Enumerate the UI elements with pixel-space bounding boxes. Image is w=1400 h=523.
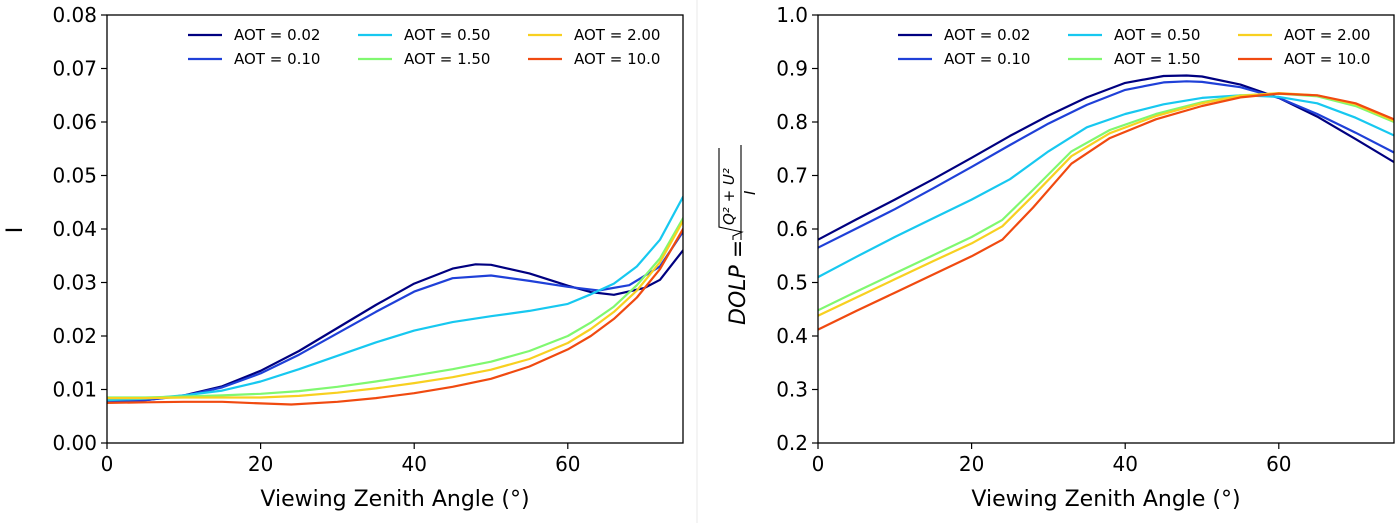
series-line-1 bbox=[818, 74, 1394, 241]
y-tick-label: 0.02 bbox=[52, 324, 97, 348]
y-tick-label: 0.5 bbox=[776, 271, 808, 295]
series-line-3 bbox=[107, 195, 683, 402]
series-line-6 bbox=[818, 92, 1394, 331]
x-tick-label: 0 bbox=[101, 452, 114, 476]
y-tick-label: 0.00 bbox=[52, 431, 97, 455]
legend-label: AOT = 0.10 bbox=[944, 50, 1030, 68]
legend-label: AOT = 0.02 bbox=[234, 26, 320, 44]
y-tick-label: 0.01 bbox=[52, 378, 97, 402]
legend-label: AOT = 2.00 bbox=[574, 26, 660, 44]
series-line-6 bbox=[107, 227, 683, 406]
y-tick-label: 0.08 bbox=[52, 3, 97, 27]
x-tick-label: 20 bbox=[248, 452, 273, 476]
legend: AOT = 0.02 AOT = 0.10 AOT = 0.50 AOT = 1.50… bbox=[898, 26, 1370, 68]
fraction-numerator: Q² + U² bbox=[720, 168, 738, 225]
y-tick-label: 0.8 bbox=[776, 110, 808, 134]
legend: AOT = 0.02 AOT = 0.10 AOT = 0.50 AOT = 1.50… bbox=[188, 26, 660, 68]
x-tick-label: 40 bbox=[401, 452, 426, 476]
y-tick-label: 0.3 bbox=[776, 378, 808, 402]
y-tick-label: 0.04 bbox=[52, 217, 97, 241]
legend-label: AOT = 10.0 bbox=[1284, 50, 1370, 68]
y-tick-label: 0.6 bbox=[776, 217, 808, 241]
legend-label: AOT = 0.50 bbox=[404, 26, 490, 44]
legend-label: AOT = 1.50 bbox=[1114, 50, 1200, 68]
series-line-3 bbox=[818, 94, 1394, 279]
dolp-label-text: DOLP = bbox=[726, 240, 751, 325]
series-line-4 bbox=[107, 217, 683, 399]
y-tick-label: 1.0 bbox=[776, 3, 808, 27]
y-tick-label: 0.4 bbox=[776, 324, 808, 348]
x-tick-label: 0 bbox=[812, 452, 825, 476]
y-tick-label: 0.06 bbox=[52, 110, 97, 134]
legend-label: AOT = 0.10 bbox=[234, 50, 320, 68]
y-tick-label: 0.9 bbox=[776, 57, 808, 81]
y-axis-label: I bbox=[3, 227, 28, 234]
legend-label: AOT = 2.00 bbox=[1284, 26, 1370, 44]
legend-label: AOT = 10.0 bbox=[574, 50, 660, 68]
dolp-fraction: Q² + U² I bbox=[718, 145, 759, 240]
intensity-plot: I Viewing Zenith Angle (°) 0.00 0.01 0.02 0… bbox=[3, 3, 684, 512]
series-line-4 bbox=[818, 92, 1394, 312]
x-axis-label: Viewing Zenith Angle (°) bbox=[971, 487, 1240, 512]
y-tick-label: 0.05 bbox=[52, 164, 97, 188]
y-tick-label: 0.07 bbox=[52, 57, 97, 81]
series-line-2 bbox=[107, 230, 683, 403]
legend-label: AOT = 0.50 bbox=[1114, 26, 1200, 44]
sqrt-icon bbox=[718, 148, 744, 240]
y-tick-label: 0.2 bbox=[776, 431, 808, 455]
y-axis-label: DOLP = Q² + U² I bbox=[718, 145, 759, 325]
x-tick-label: 60 bbox=[555, 452, 580, 476]
legend-label: AOT = 1.50 bbox=[404, 50, 490, 68]
plot-frame bbox=[817, 14, 1395, 444]
x-axis-label: Viewing Zenith Angle (°) bbox=[260, 487, 529, 512]
x-tick-label: 60 bbox=[1266, 452, 1291, 476]
series-line-2 bbox=[818, 80, 1394, 249]
x-tick-label: 40 bbox=[1112, 452, 1137, 476]
y-tick-label: 0.7 bbox=[776, 164, 808, 188]
dolp-plot: DOLP = Q² + U² I Viewing Zenith Angle (°… bbox=[718, 3, 1395, 512]
y-tick-label: 0.03 bbox=[52, 271, 97, 295]
x-tick-label: 20 bbox=[959, 452, 984, 476]
y-axis-label-text: I bbox=[3, 227, 28, 234]
series-line-5 bbox=[107, 219, 683, 400]
legend-label: AOT = 0.02 bbox=[944, 26, 1030, 44]
fraction-denominator: I bbox=[741, 190, 759, 195]
